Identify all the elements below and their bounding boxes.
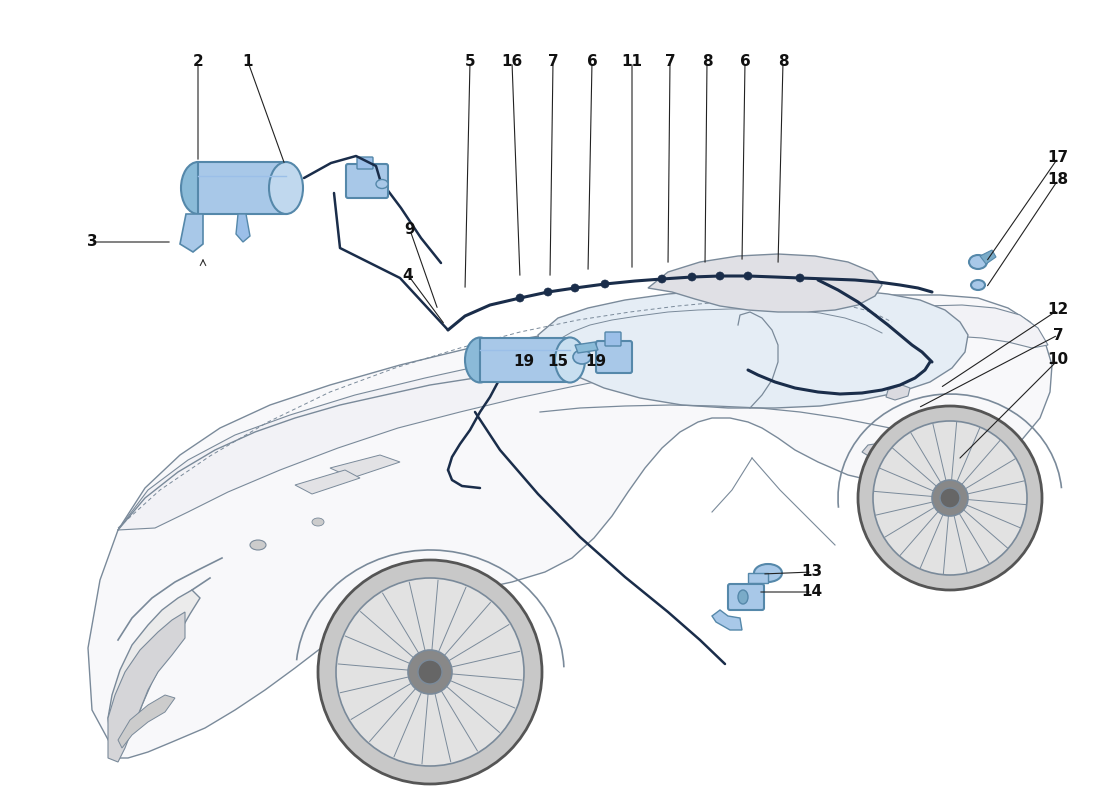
Text: 4: 4 — [403, 267, 414, 282]
Text: 17: 17 — [1047, 150, 1068, 166]
Ellipse shape — [573, 350, 591, 364]
Text: 18: 18 — [1047, 173, 1068, 187]
Text: 1: 1 — [243, 54, 253, 70]
Text: 6: 6 — [739, 54, 750, 70]
Text: 2: 2 — [192, 54, 204, 70]
Polygon shape — [886, 385, 910, 400]
Circle shape — [688, 273, 696, 281]
Circle shape — [418, 660, 442, 684]
Polygon shape — [330, 455, 400, 478]
FancyBboxPatch shape — [605, 332, 621, 346]
Circle shape — [318, 560, 542, 784]
Ellipse shape — [376, 179, 388, 189]
Text: 5: 5 — [464, 54, 475, 70]
Polygon shape — [88, 295, 1052, 758]
Circle shape — [744, 272, 752, 280]
Text: 19: 19 — [514, 354, 535, 370]
Ellipse shape — [182, 162, 214, 214]
Ellipse shape — [969, 255, 987, 269]
Ellipse shape — [971, 280, 984, 290]
Circle shape — [516, 294, 524, 302]
Polygon shape — [648, 254, 882, 312]
Circle shape — [601, 280, 609, 288]
Circle shape — [940, 488, 960, 508]
FancyBboxPatch shape — [596, 341, 632, 373]
Circle shape — [544, 288, 552, 296]
Text: 11: 11 — [621, 54, 642, 70]
Text: 7: 7 — [664, 54, 675, 70]
Circle shape — [571, 284, 579, 292]
Polygon shape — [180, 214, 204, 252]
Polygon shape — [295, 470, 360, 494]
Circle shape — [336, 578, 524, 766]
Text: 12: 12 — [1047, 302, 1068, 318]
Circle shape — [408, 650, 452, 694]
Polygon shape — [748, 573, 768, 583]
Text: 6: 6 — [586, 54, 597, 70]
Text: 3: 3 — [87, 234, 97, 250]
Polygon shape — [198, 162, 286, 214]
Ellipse shape — [250, 540, 266, 550]
Text: 19: 19 — [585, 354, 606, 370]
Polygon shape — [118, 695, 175, 748]
Ellipse shape — [556, 338, 585, 382]
Circle shape — [873, 421, 1027, 575]
Polygon shape — [712, 610, 743, 630]
Circle shape — [858, 406, 1042, 590]
Polygon shape — [862, 440, 912, 460]
Text: 13: 13 — [802, 565, 823, 579]
Polygon shape — [480, 338, 570, 382]
Polygon shape — [980, 250, 996, 264]
Polygon shape — [236, 214, 250, 242]
Text: 7: 7 — [548, 54, 559, 70]
Ellipse shape — [312, 518, 324, 526]
Polygon shape — [575, 342, 598, 353]
Ellipse shape — [754, 564, 782, 582]
Polygon shape — [538, 288, 968, 408]
Text: 16: 16 — [502, 54, 522, 70]
Ellipse shape — [465, 338, 495, 382]
Polygon shape — [108, 612, 185, 762]
Text: 8: 8 — [778, 54, 789, 70]
Circle shape — [796, 274, 804, 282]
Text: 8: 8 — [702, 54, 713, 70]
Ellipse shape — [738, 590, 748, 604]
Polygon shape — [108, 590, 200, 752]
Text: 10: 10 — [1047, 353, 1068, 367]
Circle shape — [658, 275, 666, 283]
Text: 15: 15 — [548, 354, 569, 370]
Text: 7: 7 — [1053, 327, 1064, 342]
Circle shape — [932, 480, 968, 516]
Circle shape — [716, 272, 724, 280]
FancyBboxPatch shape — [358, 157, 373, 169]
FancyBboxPatch shape — [346, 164, 388, 198]
FancyBboxPatch shape — [728, 584, 764, 610]
Polygon shape — [118, 305, 1048, 530]
Text: 14: 14 — [802, 585, 823, 599]
Ellipse shape — [270, 162, 302, 214]
Text: 9: 9 — [405, 222, 416, 238]
